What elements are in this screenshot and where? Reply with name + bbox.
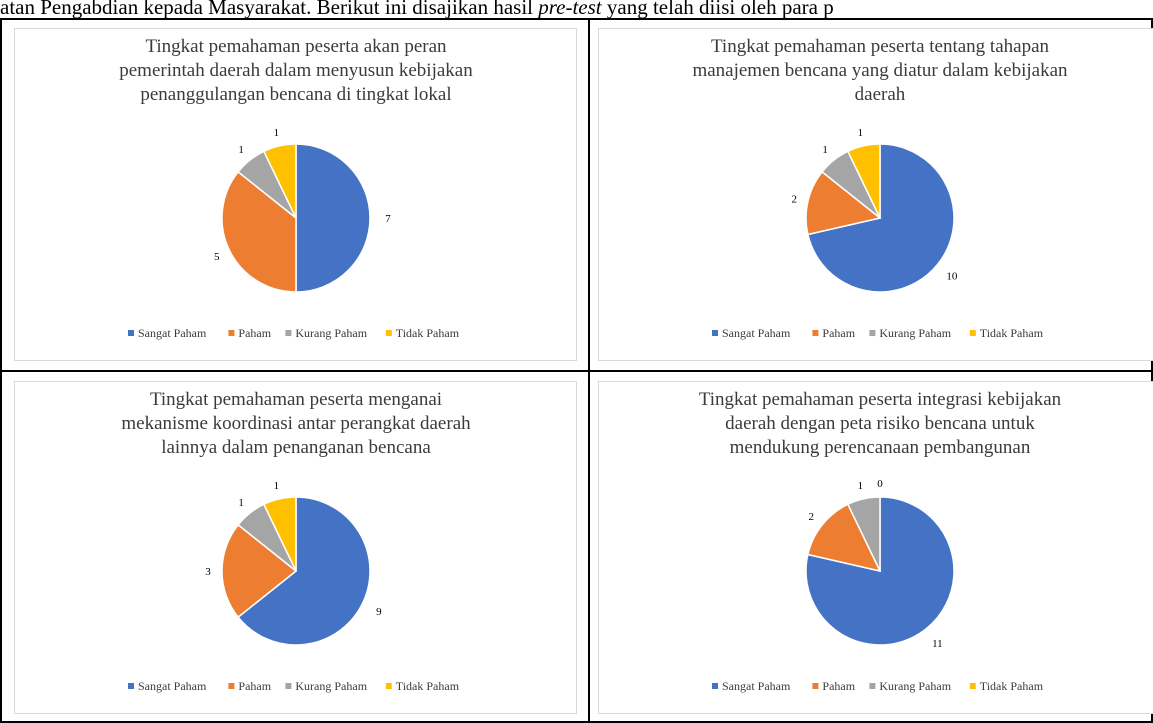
data-label-tidak-paham: 0 xyxy=(877,478,883,490)
pie-slice-paham xyxy=(805,170,882,236)
pie-slice-paham xyxy=(221,523,298,619)
data-label-tidak-paham: 1 xyxy=(858,127,864,139)
chart-title-line: Tingkat pemahaman peserta menganai xyxy=(150,389,442,410)
pie-slice-kurang-paham xyxy=(846,496,881,572)
chart-title-line: daerah xyxy=(855,84,906,105)
legend-swatch-sangat-paham xyxy=(128,683,134,689)
pie-slice-paham xyxy=(806,503,882,573)
data-label-kurang-paham: 1 xyxy=(238,497,244,509)
data-label-paham: 2 xyxy=(808,511,814,523)
chart-title-line: daerah dengan peta risiko bencana untuk xyxy=(725,413,1035,434)
chart-title-line: Tingkat pemahaman peserta tentang tahapa… xyxy=(711,36,1050,57)
chart-grid-table xyxy=(0,18,1153,723)
legend-label-kurang-paham: Kurang Paham xyxy=(879,679,951,693)
legend-label-paham: Paham xyxy=(238,326,271,340)
legend-label-kurang-paham: Kurang Paham xyxy=(295,326,367,340)
chart-3: Tingkat pemahaman peserta menganai mekani… xyxy=(14,381,577,714)
legend-swatch-paham xyxy=(812,330,819,336)
table-horizontal-divider xyxy=(2,370,1151,372)
chart-title-line: penanggulangan bencana di tingkat lokal xyxy=(140,84,451,105)
legend-swatch-paham xyxy=(812,683,819,689)
legend-swatch-paham xyxy=(228,683,235,689)
legend-swatch-kurang-paham xyxy=(285,330,292,336)
document-header-line: atan Pengabdian kepada Masyarakat. Berik… xyxy=(0,0,1153,19)
data-label-sangat-paham: 7 xyxy=(385,213,391,225)
data-label-tidak-paham: 1 xyxy=(274,480,280,492)
legend-swatch-tidak-paham xyxy=(385,683,392,689)
pie-slice-tidak-paham xyxy=(262,143,297,219)
chart-title-line: lainnya dalam penanganan bencana xyxy=(161,437,431,458)
chart-title-line: mendukung perencanaan pembangunan xyxy=(730,437,1031,458)
chart-title-line: Tingkat pemahaman peserta integrasi kebi… xyxy=(699,389,1062,410)
data-label-paham: 2 xyxy=(791,193,797,205)
data-label-kurang-paham: 1 xyxy=(858,480,864,492)
legend-swatch-kurang-paham xyxy=(285,683,292,689)
legend-swatch-tidak-paham xyxy=(969,330,976,336)
legend-swatch-paham xyxy=(228,330,235,336)
legend-label-tidak-paham: Tidak Paham xyxy=(980,326,1044,340)
legend-label-sangat-paham: Sangat Paham xyxy=(138,679,207,693)
pie-slice-tidak-paham xyxy=(846,143,881,219)
header-text-2: pre-test xyxy=(538,0,602,19)
legend-label-kurang-paham: Kurang Paham xyxy=(879,326,951,340)
legend-label-tidak-paham: Tidak Paham xyxy=(396,679,460,693)
legend-label-paham: Paham xyxy=(822,679,855,693)
chart-title-line: Tingkat pemahaman peserta akan peran xyxy=(145,36,447,57)
legend-label-sangat-paham: Sangat Paham xyxy=(722,679,791,693)
legend-label-paham: Paham xyxy=(822,326,855,340)
legend-label-sangat-paham: Sangat Paham xyxy=(722,326,791,340)
legend-label-sangat-paham: Sangat Paham xyxy=(138,326,207,340)
data-label-kurang-paham: 1 xyxy=(238,144,244,156)
pie-slice-sangat-paham xyxy=(295,143,371,293)
data-label-sangat-paham: 10 xyxy=(946,270,958,282)
legend-label-tidak-paham: Tidak Paham xyxy=(980,679,1044,693)
chart-title-line: manajemen bencana yang diatur dalam kebi… xyxy=(692,60,1068,81)
legend-swatch-tidak-paham xyxy=(969,683,976,689)
data-label-paham: 3 xyxy=(205,566,211,578)
chart-2: Tingkat pemahaman peserta tentang tahapa… xyxy=(598,28,1153,361)
data-label-kurang-paham: 1 xyxy=(822,144,828,156)
chart-title-line: mekanisme koordinasi antar perangkat dae… xyxy=(121,413,471,434)
chart-1: Tingkat pemahaman peserta akan peran peme… xyxy=(14,28,577,361)
legend-swatch-sangat-paham xyxy=(128,330,134,336)
legend-label-kurang-paham: Kurang Paham xyxy=(295,679,367,693)
data-label-tidak-paham: 1 xyxy=(274,127,280,139)
data-label-paham: 5 xyxy=(214,251,220,263)
legend-swatch-kurang-paham xyxy=(869,683,876,689)
header-text-1: atan Pengabdian kepada Masyarakat. Berik… xyxy=(0,0,539,19)
header-text-3: yang telah diisi oleh para p xyxy=(601,0,834,19)
legend-label-paham: Paham xyxy=(238,679,271,693)
chart-4: Tingkat pemahaman peserta integrasi kebi… xyxy=(598,381,1153,714)
legend-swatch-sangat-paham xyxy=(712,683,718,689)
legend-swatch-kurang-paham xyxy=(869,330,876,336)
pie-slice-paham xyxy=(221,170,297,293)
chart-title-line: pemerintah daerah dalam menyusun kebijak… xyxy=(119,60,473,81)
data-label-sangat-paham: 9 xyxy=(376,606,382,618)
pie-slice-sangat-paham xyxy=(237,496,371,646)
legend-swatch-tidak-paham xyxy=(385,330,392,336)
legend-swatch-sangat-paham xyxy=(712,330,718,336)
legend-label-tidak-paham: Tidak Paham xyxy=(396,326,460,340)
data-label-sangat-paham: 11 xyxy=(932,638,943,650)
pie-slice-tidak-paham xyxy=(262,496,297,572)
